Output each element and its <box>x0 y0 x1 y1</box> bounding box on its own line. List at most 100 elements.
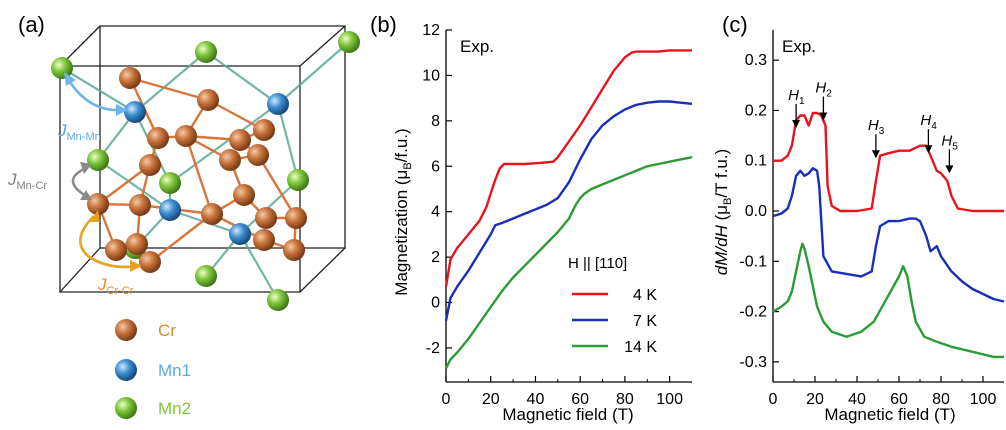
atom-mn2 <box>159 172 181 194</box>
j-cr-cr-arrowhead <box>90 210 100 222</box>
panel-b-legend-title: H || [110] <box>568 255 627 272</box>
panel-c-y-tick-label: -0.3 <box>739 354 767 371</box>
panel-c-y-tick-label: 0.2 <box>745 102 767 119</box>
panel-c-xlabel: Magnetic field (T) <box>824 405 955 424</box>
atom-mn2 <box>195 41 217 63</box>
legend-atom-cr <box>115 319 137 341</box>
atom-cr <box>201 203 223 225</box>
panel-c-series-14k <box>772 242 1004 359</box>
panel-b-y-tick-label: -2 <box>426 340 440 357</box>
atom-cr <box>233 184 255 206</box>
atom-cr <box>147 127 169 149</box>
legend-atom-mn2 <box>115 397 137 419</box>
atom-cr <box>105 239 127 261</box>
panel-c-marker-label: H4 <box>920 112 937 132</box>
legend-label-cr: Cr <box>158 321 176 340</box>
atom-mn2 <box>267 289 289 311</box>
panel-c-marker-arrowhead <box>819 112 828 121</box>
panel-c-annotation: Exp. <box>782 37 816 56</box>
atom-cr <box>139 251 161 273</box>
j-mn-cr-arrowhead <box>80 162 92 174</box>
panel-b-x-tick-label: 40 <box>527 391 545 408</box>
atom-cr <box>139 154 161 176</box>
panel-b-legend-label: 14 K <box>624 339 657 356</box>
panel-c-x-tick-label: 60 <box>890 391 908 408</box>
panel-b-annotation: Exp. <box>460 37 494 56</box>
panel-c-x-tick-label: 100 <box>970 391 997 408</box>
panel-c-x-tick-label: 40 <box>848 391 866 408</box>
panel-b-legend-label: 4 K <box>633 287 657 304</box>
mn-mn-bonds <box>61 41 350 301</box>
panel-c-ylabel: dM/dH (μB/T f.u.) <box>712 149 734 275</box>
atom-cr <box>247 144 269 166</box>
panel-b-magnetization-chart: (b) 0 20 40 60 80 100 -2 0 2 4 6 8 10 12 Exp. Magneti… <box>370 12 693 424</box>
atom-mn1 <box>124 101 146 123</box>
panel-b-x-tick-label: 0 <box>442 391 451 408</box>
atom-mn2 <box>338 31 360 53</box>
panel-b-y-tick-label: 10 <box>422 67 440 84</box>
panel-c-marker-arrowhead <box>945 165 954 174</box>
j-mn-cr-arrowhead <box>80 190 92 200</box>
atom-cr <box>255 207 277 229</box>
panel-c-dmdh-chart: (c) 0 20 40 60 80 100 -0.3 -0.2 -0.1 0.0 0.1 0.2 0.3… <box>712 12 1005 424</box>
panel-b-label: (b) <box>370 12 397 37</box>
panel-c-marker-label: H3 <box>868 117 885 137</box>
atom-cr <box>129 194 151 216</box>
atom-mn1 <box>267 93 289 115</box>
panel-b-legend-label: 7 K <box>633 313 657 330</box>
atom-cr <box>197 89 219 111</box>
panel-b-y-tick-label: 6 <box>431 158 440 175</box>
panel-c-y-tick-label: -0.2 <box>739 304 767 321</box>
atoms <box>51 31 360 311</box>
panel-b-series <box>444 49 693 369</box>
exchange-arrows <box>64 72 142 272</box>
panel-c-y-tick-label: 0.0 <box>745 203 767 220</box>
panel-b-y-tick-label: 8 <box>431 113 440 130</box>
j-mn-mn-arrowhead <box>116 104 128 116</box>
j-mn-cr-arrow <box>71 166 87 198</box>
panel-a-label: (a) <box>18 12 45 37</box>
panel-b-y-tick-label: 0 <box>431 295 440 312</box>
atom-cr <box>87 193 109 215</box>
atom-mn2 <box>51 57 73 79</box>
atom-cr <box>119 67 141 89</box>
panel-c-label: (c) <box>722 12 748 37</box>
atom-mn1 <box>229 223 251 245</box>
j-mn-mn-label: JMn-Mn <box>57 121 101 143</box>
panel-c-marker-arrowhead <box>871 150 880 159</box>
panel-b-ylabel: Magnetization (μB/f.u.) <box>392 128 414 295</box>
panel-c-marker-arrowhead <box>924 145 933 154</box>
panel-c-marker-arrowhead <box>792 120 801 129</box>
panel-c-y-tick-label: 0.3 <box>745 52 767 69</box>
panel-c-x-tick-label: 80 <box>932 391 950 408</box>
panel-c-series-4k <box>773 111 1004 213</box>
panel-b-legend: H || [110] 4 K 7 K 14 K <box>568 255 657 356</box>
j-mn-mn-arrow <box>68 81 123 112</box>
panel-b-xlabel: Magnetic field (T) <box>502 405 633 424</box>
atom-mn2 <box>87 149 109 171</box>
panel-b-x-tick-label: 20 <box>482 391 500 408</box>
atom-cr <box>283 239 305 261</box>
panel-c-y-tick-label: 0.1 <box>745 153 767 170</box>
j-cr-cr-label: JCr-Cr <box>97 275 134 297</box>
panel-b-x-tick-label: 60 <box>571 391 589 408</box>
atom-mn2 <box>287 169 309 191</box>
panel-b-x-tick-label: 80 <box>616 391 634 408</box>
panel-c-x-tick-label: 0 <box>769 391 778 408</box>
panel-c-series <box>772 111 1005 359</box>
panel-c-series-7k <box>772 167 1005 303</box>
panel-b-series-7k <box>444 100 693 321</box>
panel-b-axes: 0 20 40 60 80 100 -2 0 2 4 6 8 10 12 <box>422 22 692 408</box>
atom-cr <box>285 207 307 229</box>
j-mn-cr-label: JMn-Cr <box>7 170 47 192</box>
atom-cr <box>126 233 148 255</box>
panel-a: (a) <box>7 12 360 419</box>
panel-c-y-tick-label: -0.1 <box>739 253 767 270</box>
legend-atom-mn1 <box>115 359 137 381</box>
j-cr-cr-arrowhead <box>130 260 142 272</box>
panel-b-series-4k <box>444 49 692 287</box>
panel-c-marker-label: H2 <box>815 80 832 100</box>
panel-c-axes: 0 20 40 60 80 100 -0.3 -0.2 -0.1 0.0 0.1 0.2 0.3 <box>739 30 1004 408</box>
panel-c-x-tick-label: 20 <box>806 391 824 408</box>
